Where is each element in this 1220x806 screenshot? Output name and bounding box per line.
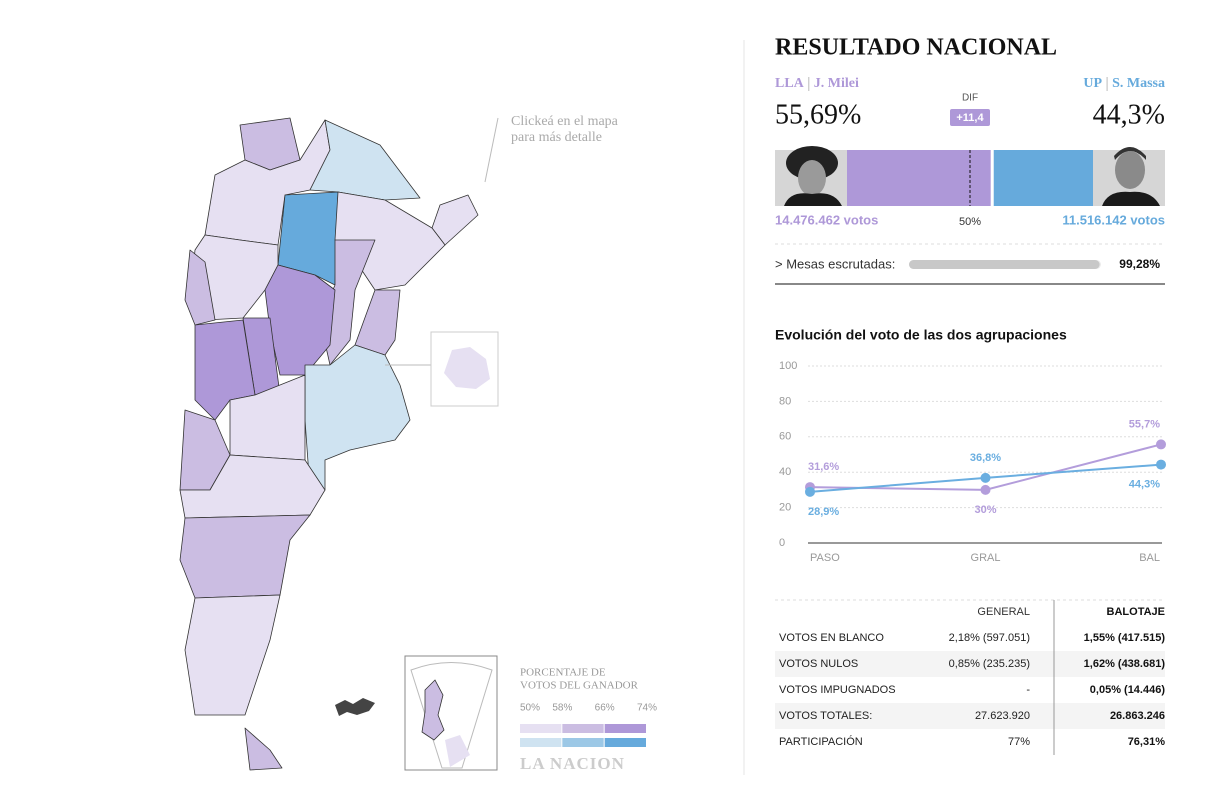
province[interactable] [354, 289, 401, 356]
share-label: 44,3% [1093, 99, 1165, 130]
province[interactable] [229, 374, 306, 461]
diff-badge [950, 109, 990, 126]
caba[interactable] [444, 347, 490, 389]
cell: 77% [1008, 736, 1030, 748]
legend-tick-label: 74% [637, 703, 657, 714]
logo: LA NACION [520, 754, 625, 773]
votes: 11.516.142 votos [1062, 212, 1165, 227]
hint: Clickeá en el mapa [511, 114, 619, 129]
x-tick-label: PASO [810, 552, 840, 564]
province[interactable] [244, 727, 283, 771]
share-label: 55,69% [775, 99, 861, 130]
islands [335, 698, 375, 716]
hint: para más detalle [511, 130, 602, 145]
legend: 50% 58% 66% 74% [520, 703, 657, 747]
antarctica [445, 735, 470, 767]
table-header: BALOTAJE [1107, 606, 1165, 618]
midline: 50% 14.476.462 votos 11.516.142 votos [775, 150, 1165, 228]
cell: 26.863.246 [1110, 710, 1165, 722]
progress-fill [909, 260, 1100, 269]
value-label: 36,8% [970, 452, 1001, 464]
row-label: VOTOS EN BLANCO [779, 632, 884, 644]
legend-title: VOTOS DEL GANADOR [520, 680, 639, 692]
point [1156, 459, 1166, 470]
province[interactable] [277, 191, 339, 286]
y-tick-label: 0 [779, 537, 785, 549]
row-label: VOTOS NULOS [779, 658, 858, 670]
province[interactable] [431, 194, 479, 246]
province[interactable] [179, 514, 311, 599]
y-tick-label: 60 [779, 431, 791, 443]
cell: 27.623.920 [975, 710, 1030, 722]
province[interactable] [304, 344, 411, 491]
value-label: 28,9% [808, 506, 839, 518]
party: LLA [775, 76, 805, 91]
counted-label: 99,28% [1119, 257, 1160, 271]
point [980, 472, 991, 483]
province[interactable] [184, 594, 281, 716]
legend-swatch [562, 724, 604, 733]
photo [775, 146, 847, 206]
x-tick-label: GRAL [971, 552, 1001, 564]
cell: 0,85% (235.235) [949, 658, 1030, 670]
cell: 0,05% (14.446) [1090, 684, 1166, 696]
cell: 2,18% (597.051) [949, 632, 1030, 644]
results-title: RESULTADO NACIONAL [775, 35, 1057, 61]
cell: - [1026, 684, 1030, 696]
y-tick-label: 80 [779, 395, 791, 407]
legend-tick-label: 50% [520, 703, 540, 714]
legend-swatch [562, 738, 604, 747]
table-header: GENERAL [977, 606, 1030, 618]
party: UP [1083, 76, 1102, 91]
chart-title: Evolución del voto de las dos agrupacion… [775, 327, 1067, 343]
photo [1093, 147, 1165, 206]
value-label: 31,6% [808, 461, 839, 473]
legend-tick-label: 58% [552, 703, 572, 714]
progress [909, 260, 1100, 269]
province[interactable] [184, 249, 216, 326]
legend-swatch [520, 738, 562, 747]
legend-swatch [604, 738, 646, 747]
point [805, 486, 815, 497]
cell: 1,55% (417.515) [1084, 632, 1166, 644]
y-tick-label: 20 [779, 502, 791, 514]
legend-title: PORCENTAJE DE [520, 667, 606, 679]
row-label: VOTOS IMPUGNADOS [779, 684, 896, 696]
table: GENERAL BALOTAJE VOTOS EN BLANCO 2,18% (597… [775, 599, 1166, 755]
row-label: VOTOS TOTALES: [779, 710, 872, 722]
votes: 14.476.462 votos [775, 212, 878, 227]
row-shade [775, 703, 1165, 729]
point [1156, 439, 1166, 450]
value-label: 44,3% [1129, 478, 1160, 490]
diff-title: DIF [962, 93, 978, 104]
sector [410, 662, 493, 769]
value-label: 55,7% [1129, 418, 1160, 430]
party-heads: LLA J. Milei S. Massa UP [775, 76, 1165, 91]
hint-line [484, 117, 499, 183]
cell: 1,62% (438.681) [1084, 658, 1166, 670]
point [980, 484, 991, 495]
diff-label: +11,4 [956, 112, 984, 124]
legend-swatch [604, 724, 646, 733]
candidate: S. Massa [1112, 76, 1165, 91]
map[interactable]: Clickeá en el mapa para más detalle PORC… [179, 114, 657, 773]
legend-swatch [520, 724, 562, 733]
counted-title: > Mesas escrutadas: [775, 256, 895, 271]
line-chart: 0 20 40 60 80 100 PASO GRAL BAL 31,6% 30% 55,7% 28,9… [779, 360, 1166, 564]
peninsula [421, 679, 445, 741]
row-label: PARTICIPACIÓN [779, 735, 863, 748]
cell: 76,31% [1128, 736, 1166, 748]
x-tick-label: BAL [1139, 552, 1160, 564]
legend-tick-label: 66% [595, 703, 615, 714]
candidate: J. Milei [814, 76, 859, 91]
y-tick-label: 40 [779, 466, 791, 478]
value-label: 30% [974, 504, 996, 516]
row-shade [775, 651, 1165, 677]
midline-label: 50% [959, 216, 981, 228]
y-tick-label: 100 [779, 360, 797, 372]
